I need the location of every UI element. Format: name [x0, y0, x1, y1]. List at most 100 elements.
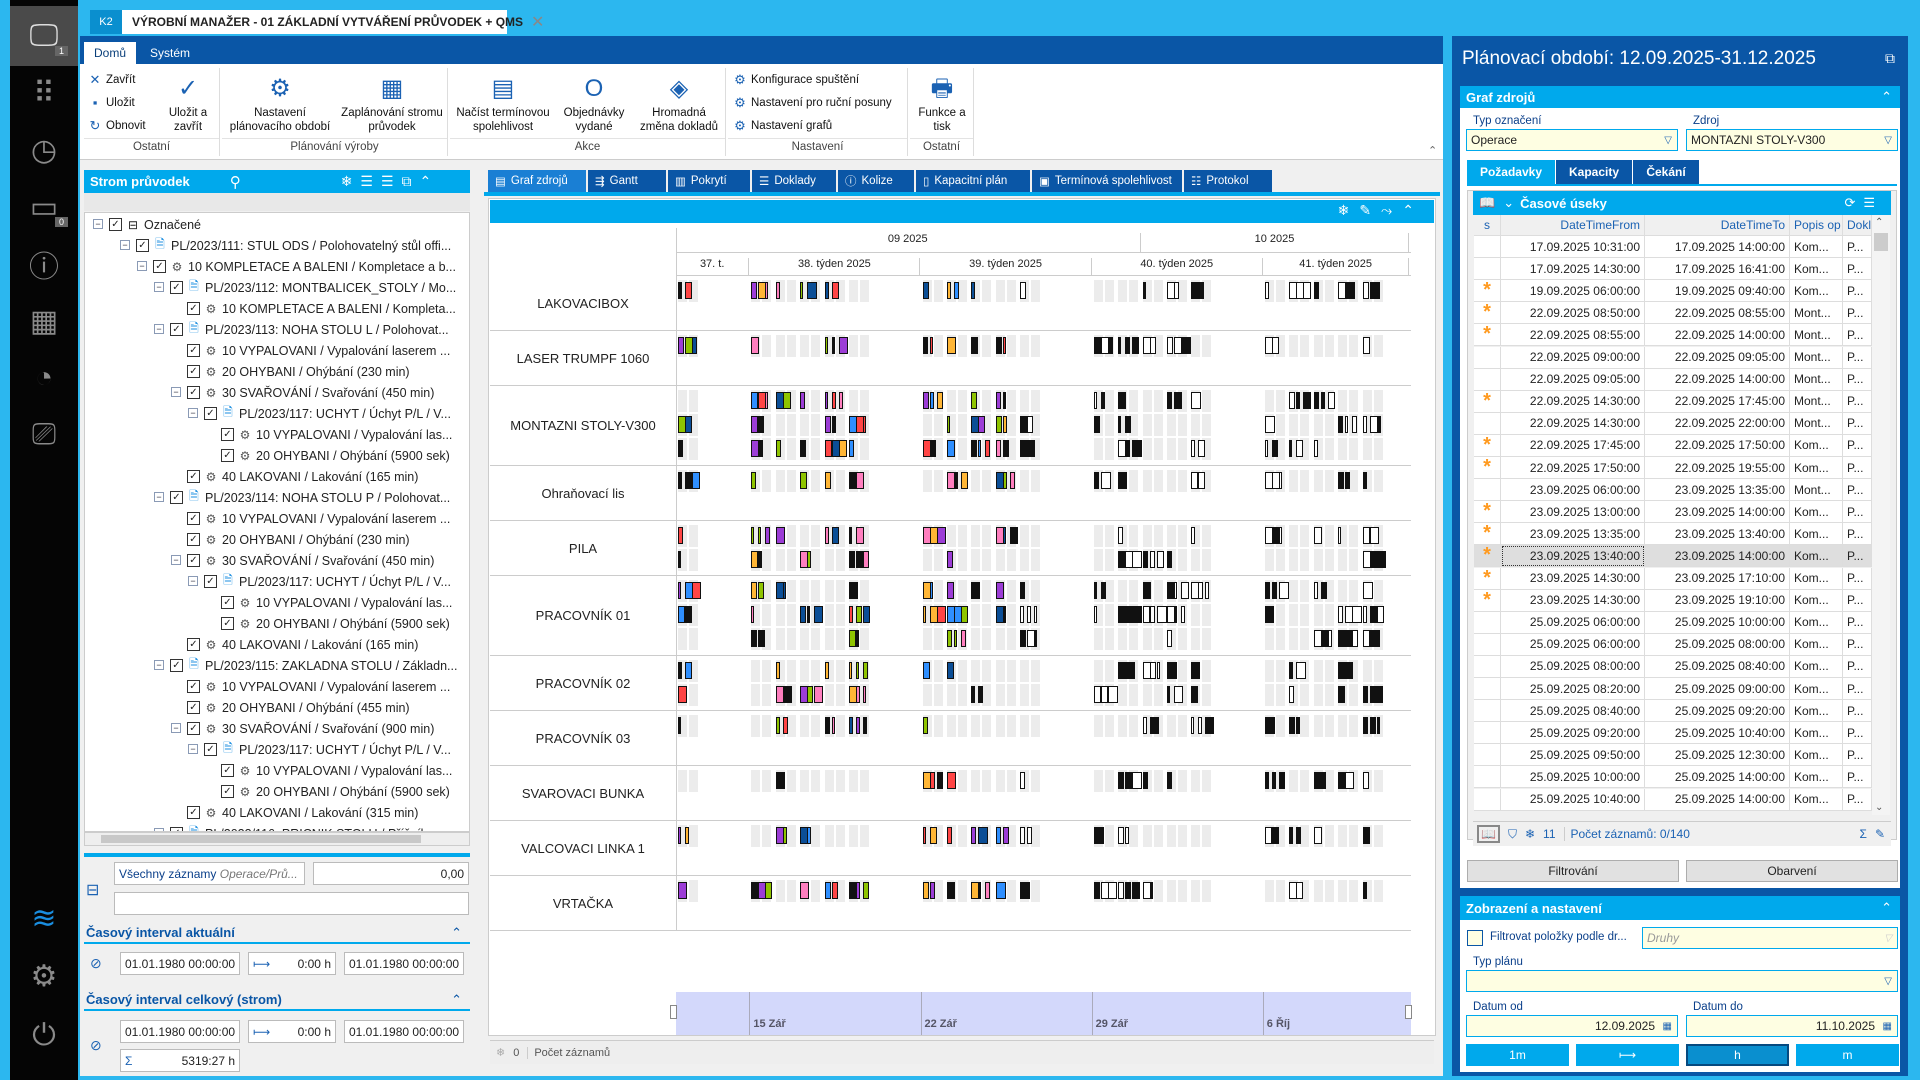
grid-cell-dokl[interactable]: P... — [1843, 236, 1872, 258]
operation-bar[interactable] — [1149, 551, 1155, 568]
operation-bar[interactable] — [995, 827, 1001, 844]
operation-bar[interactable] — [1149, 717, 1159, 734]
operation-bar[interactable] — [824, 527, 829, 544]
operation-bar[interactable] — [978, 440, 982, 457]
operation-bar[interactable] — [1100, 582, 1106, 599]
operation-bar[interactable] — [849, 551, 856, 568]
operation-bar[interactable] — [678, 527, 683, 544]
book-icon[interactable]: 📖 — [1479, 195, 1496, 210]
operation-bar[interactable] — [1362, 630, 1370, 647]
operation-bar[interactable] — [1167, 662, 1177, 679]
collapse-toggle[interactable]: − — [93, 219, 103, 229]
operation-bar[interactable] — [1156, 606, 1167, 623]
apps-grid-icon[interactable]: ⠿ — [33, 76, 55, 110]
operation-bar[interactable] — [1198, 440, 1206, 457]
info-icon[interactable]: ⓘ — [29, 251, 59, 284]
collapse-toggle[interactable]: − — [154, 324, 164, 334]
operation-bar[interactable] — [1034, 630, 1038, 647]
grid-cell-to[interactable]: 22.09.2025 14:00:00 — [1645, 368, 1790, 391]
operation-bar[interactable] — [1278, 472, 1282, 489]
operation-bar[interactable] — [800, 472, 808, 489]
collapse-toggle[interactable]: − — [171, 387, 181, 397]
tab-coverage[interactable]: ▥ Pokrytí — [668, 170, 750, 192]
operation-bar[interactable] — [1142, 582, 1151, 599]
operation-bar[interactable] — [1362, 527, 1370, 544]
collapse-toggle[interactable]: − — [120, 240, 130, 250]
operation-bar[interactable] — [971, 582, 981, 599]
status-icon[interactable] — [1474, 722, 1501, 745]
operation-bar[interactable] — [1093, 392, 1097, 409]
tree-checkbox[interactable]: ✓ — [204, 743, 217, 756]
tree-checkbox[interactable]: ✓ — [187, 386, 200, 399]
operation-bar[interactable] — [838, 337, 848, 354]
grid-scrollbar[interactable]: ⌃ ⌄ — [1872, 215, 1890, 815]
operation-bar[interactable] — [1020, 582, 1026, 599]
operation-bar[interactable] — [1174, 606, 1177, 623]
tree-row[interactable]: − ✓ 🗎 PL/2023/115: ZAKLADNA STOLU / Základn… — [154, 655, 457, 676]
operation-bar[interactable] — [1093, 882, 1100, 899]
operation-bar[interactable] — [1289, 827, 1294, 844]
filter-extra-field[interactable] — [114, 892, 469, 915]
operation-bar[interactable] — [1093, 827, 1104, 844]
collapse-toggle[interactable]: − — [188, 576, 198, 586]
operation-bar[interactable] — [946, 882, 955, 899]
operation-bar[interactable] — [1278, 527, 1282, 544]
grid-cell-dokl[interactable]: P... — [1843, 611, 1872, 634]
operation-bar[interactable] — [838, 440, 847, 457]
operation-bar[interactable] — [1002, 392, 1006, 409]
operation-bar[interactable] — [856, 527, 865, 544]
planning-settings-button[interactable]: ⚙ Nastavení plánovacího období — [226, 72, 334, 134]
operation-bar[interactable] — [824, 717, 830, 734]
tab-gantt[interactable]: ⇶ Gantt — [588, 170, 666, 192]
operation-bar[interactable] — [751, 630, 758, 647]
grid-cell-popis[interactable]: Kom... — [1790, 457, 1843, 479]
operation-bar[interactable] — [1296, 662, 1307, 679]
operation-bar[interactable] — [765, 882, 773, 899]
operation-bar[interactable] — [692, 337, 697, 354]
operation-bar[interactable] — [824, 392, 828, 409]
operation-bar[interactable] — [782, 827, 787, 844]
operation-bar[interactable] — [782, 717, 788, 734]
tree-checkbox[interactable]: ✓ — [170, 827, 183, 831]
operation-bar[interactable] — [1174, 392, 1182, 409]
grid-cell-to[interactable]: 25.09.2025 08:00:00 — [1645, 633, 1790, 656]
grid-cell-to[interactable]: 25.09.2025 14:00:00 — [1645, 766, 1790, 789]
grid-cell-dokl[interactable]: P... — [1843, 390, 1872, 413]
grid-cell-dokl[interactable]: P... — [1843, 655, 1872, 678]
operation-bar[interactable] — [1345, 416, 1349, 433]
grid-cell-to[interactable]: 25.09.2025 09:20:00 — [1645, 700, 1790, 723]
menu-tab-system[interactable]: Systém — [150, 46, 191, 60]
tree-checkbox[interactable]: ✓ — [187, 470, 200, 483]
operation-bar[interactable] — [971, 440, 978, 457]
grid-cell-dokl[interactable]: P... — [1843, 258, 1872, 281]
grid-cell-from[interactable]: 25.09.2025 06:00:00 — [1501, 633, 1645, 656]
operation-bar[interactable] — [1149, 882, 1153, 899]
column-header-dokl[interactable]: Dokl — [1843, 215, 1872, 236]
operation-bar[interactable] — [1020, 282, 1027, 299]
tree-checkbox[interactable]: ✓ — [187, 722, 200, 735]
obarveni-button[interactable]: Obarvení — [1686, 860, 1898, 882]
operation-bar[interactable] — [1149, 606, 1155, 623]
operation-bar[interactable] — [1376, 606, 1384, 623]
operation-bar[interactable] — [995, 440, 1001, 457]
operation-bar[interactable] — [856, 630, 860, 647]
tree-checkbox[interactable]: ✓ — [221, 596, 234, 609]
operation-bar[interactable] — [936, 606, 946, 623]
operation-bar[interactable] — [1125, 416, 1132, 433]
column-header-to[interactable]: DateTimeTo — [1645, 215, 1790, 236]
grid-cell-dokl[interactable]: P... — [1843, 324, 1872, 347]
tree-row[interactable]: − ✓ 🗎 PL/2023/111: STUL ODS / Polohovatelný… — [120, 235, 451, 256]
scale-1m-button[interactable]: 1m — [1466, 1044, 1569, 1066]
operation-bar[interactable] — [1149, 662, 1156, 679]
grid-cell-from[interactable]: 23.09.2025 13:40:00 — [1501, 545, 1645, 568]
tree-checkbox[interactable]: ✓ — [187, 554, 200, 567]
operation-bar[interactable] — [751, 606, 755, 623]
tree-row[interactable]: − ✓ ⚙ 30 SVAŘOVÁNÍ / Svařování (900 min) — [171, 718, 434, 739]
tree-checkbox[interactable]: ✓ — [170, 491, 183, 504]
operation-bar[interactable] — [1271, 337, 1279, 354]
grid-menu-icons[interactable]: ⟳☰ — [1844, 195, 1883, 210]
operation-bar[interactable] — [1338, 686, 1346, 703]
datum-od-field[interactable]: 12.09.2025 ▦ — [1466, 1015, 1678, 1037]
operation-bar[interactable] — [1167, 551, 1172, 568]
grid-cell-to[interactable]: 17.09.2025 14:00:00 — [1645, 236, 1790, 258]
